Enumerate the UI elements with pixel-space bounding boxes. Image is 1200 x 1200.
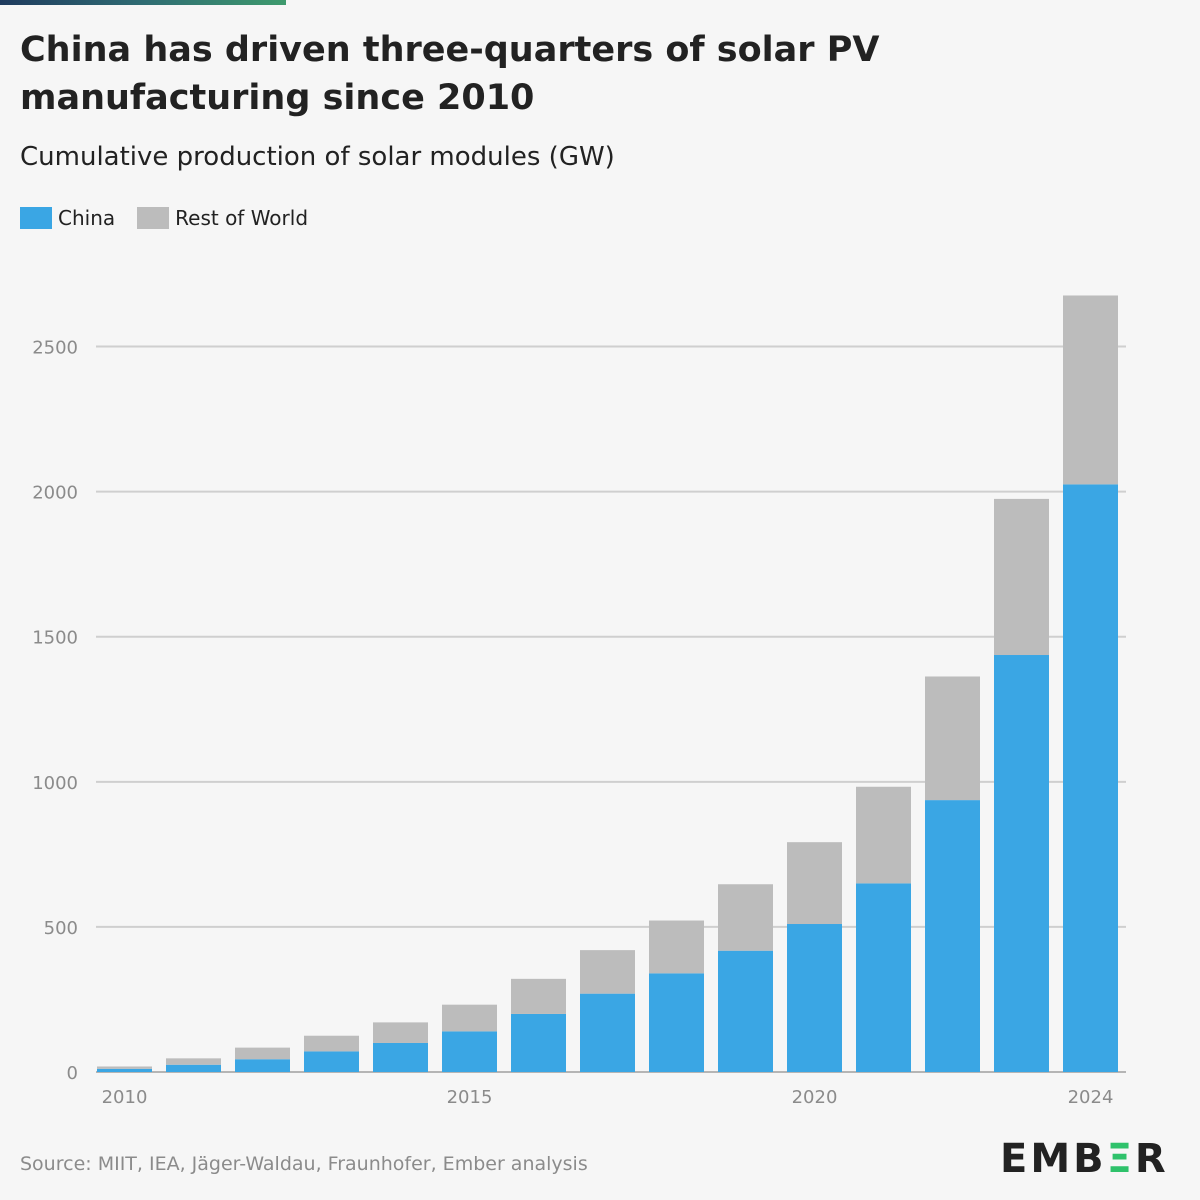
bar-2016-china [511,1013,566,1072]
bar-2021-rest-of-world [856,786,911,884]
bar-2016-rest-of-world [511,978,566,1014]
chart-plot: 0 500 1000 1500 2000 2500 2010 2015 2020 2024 [32,295,1126,1108]
x-axis-labels: 2010 2015 2020 2024 [102,1087,1114,1108]
chart-subtitle: Cumulative production of solar modules (… [20,142,615,172]
bar-2024-china [1063,484,1118,1072]
bar-2012-rest-of-world [235,1047,290,1060]
bar-2010-china [97,1068,152,1072]
logo-mark: Ξ [1106,1136,1135,1182]
y-tick-label-1000: 1000 [32,773,78,794]
bar-2018-rest-of-world [649,920,704,974]
bar-2014-china [373,1042,428,1072]
bar-2011-china [166,1064,221,1072]
bar-2013-china [304,1051,359,1072]
chart-title: China has driven three-quarters of solar… [20,30,880,118]
bar-2017-rest-of-world [580,950,635,994]
bar-2023-china [994,655,1049,1072]
bar-2015-rest-of-world [442,1004,497,1032]
top-accent-bar [0,0,286,5]
legend-label-china: China [58,206,116,230]
bar-2022-china [925,800,980,1072]
bar-2019-china [718,950,773,1072]
bar-2018-china [649,973,704,1072]
legend-item-china: China [20,206,115,230]
bar-2020-rest-of-world [787,842,842,925]
logo-text-after: R [1134,1136,1169,1182]
legend-label-rest-of-world: Rest of World [175,206,309,230]
bar-2020-china [787,924,842,1072]
legend-item-rest-of-world: Rest of World [137,206,308,230]
legend-swatch-rest-of-world [137,207,170,229]
y-tick-label-0: 0 [67,1063,78,1084]
bar-2013-rest-of-world [304,1035,359,1052]
bar-2014-rest-of-world [373,1022,428,1043]
y-tick-label-500: 500 [44,918,78,939]
bar-2023-rest-of-world [994,498,1049,656]
logo-text-before: EMB [1000,1136,1107,1182]
bar-2010-rest-of-world [97,1066,152,1069]
x-tick-label-2010: 2010 [102,1087,148,1108]
x-tick-label-2020: 2020 [792,1087,838,1108]
legend: China Rest of World [20,206,330,230]
bars [97,295,1118,1072]
y-tick-label-1500: 1500 [32,628,78,649]
y-tick-label-2500: 2500 [32,338,78,359]
ember-logo: EMBΞR [1000,1136,1169,1182]
bar-2024-rest-of-world [1063,295,1118,485]
y-tick-label-2000: 2000 [32,483,78,504]
bar-2015-china [442,1031,497,1072]
legend-swatch-china [20,207,52,229]
bar-2017-china [580,993,635,1072]
y-axis-labels: 0 500 1000 1500 2000 2500 [32,338,78,1084]
x-tick-label-2024: 2024 [1068,1087,1114,1108]
bar-2012-china [235,1059,290,1072]
bar-2022-rest-of-world [925,676,980,801]
bar-2011-rest-of-world [166,1058,221,1065]
bar-2019-rest-of-world [718,884,773,951]
bar-2021-china [856,883,911,1072]
x-tick-label-2015: 2015 [447,1087,493,1108]
source-note: Source: MIIT, IEA, Jäger-Waldau, Fraunho… [20,1153,588,1175]
